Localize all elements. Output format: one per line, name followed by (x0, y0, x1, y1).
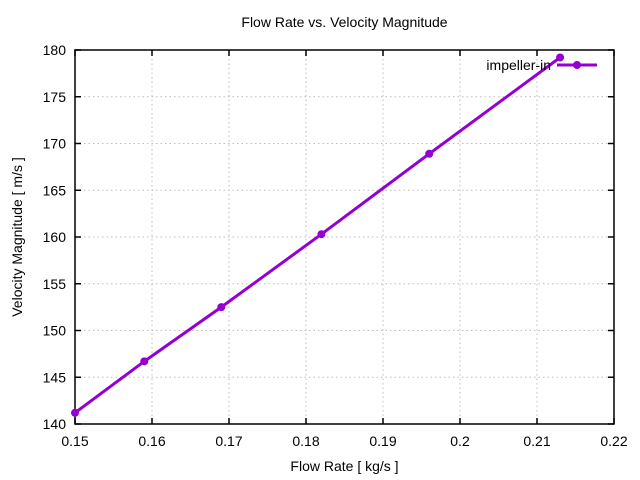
x-tick-label: 0.17 (215, 433, 242, 449)
data-point (425, 149, 434, 158)
y-tick-label: 150 (43, 323, 67, 339)
y-tick-label: 170 (43, 136, 67, 152)
chart-title: Flow Rate vs. Velocity Magnitude (241, 14, 448, 30)
x-tick-label: 0.15 (61, 433, 88, 449)
y-tick-label: 180 (43, 42, 67, 58)
y-tick-label: 155 (43, 276, 67, 292)
plot-border (74, 49, 615, 425)
y-tick-label: 175 (43, 89, 67, 105)
legend-label: impeller-in (486, 57, 551, 73)
data-point (71, 408, 79, 417)
x-tick-label: 0.19 (369, 433, 396, 449)
y-axis-label: Velocity Magnitude [ m/s ] (9, 157, 25, 317)
x-tick-label: 0.22 (600, 433, 627, 449)
x-tick-label: 0.18 (292, 433, 319, 449)
y-tick-label: 165 (43, 182, 67, 198)
data-point (217, 303, 226, 312)
data-line (73, 55, 562, 415)
x-tick-label: 0.2 (450, 433, 470, 449)
x-tick-label: 0.21 (523, 433, 550, 449)
data-point (317, 230, 326, 239)
y-tick-label: 140 (43, 416, 67, 432)
x-tick-label: 0.16 (138, 433, 165, 449)
x-axis-label: Flow Rate [ kg/s ] (290, 458, 399, 474)
data-point (140, 357, 149, 366)
y-tick-label: 160 (43, 229, 67, 245)
data-point (556, 53, 565, 62)
legend-point-sample (573, 61, 581, 69)
y-tick-label: 145 (43, 369, 67, 385)
